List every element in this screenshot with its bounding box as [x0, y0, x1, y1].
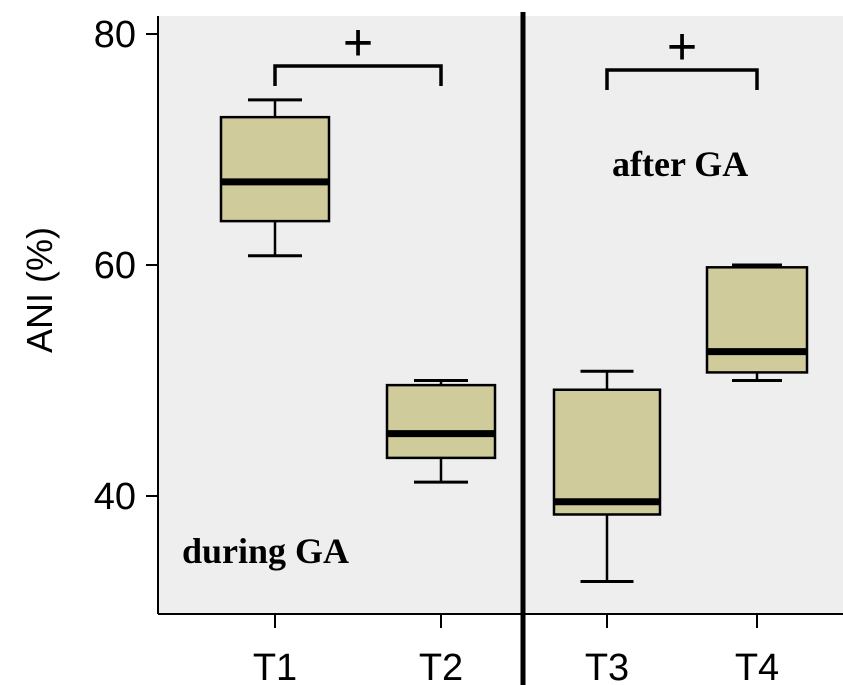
group-label-after: after GA	[612, 144, 748, 184]
box-t3	[552, 369, 662, 583]
bracket-line-0	[273, 64, 443, 86]
box-iqr-t3	[552, 388, 662, 516]
box-iqr-t4	[705, 266, 809, 374]
x-tick-label-t3: T3	[585, 647, 629, 685]
y-axis-label: ANI (%)	[19, 227, 60, 353]
y-tick-label-40: 40	[94, 476, 136, 518]
y-tick-label-60: 60	[94, 245, 136, 287]
y-tick-label-80: 80	[94, 14, 136, 56]
significance-layer: + +	[273, 14, 759, 90]
significance-bracket-t1-t2: +	[273, 14, 443, 86]
significance-marker-0: +	[343, 14, 373, 72]
box-t4	[705, 263, 809, 382]
significance-marker-1: +	[667, 18, 697, 76]
significance-bracket-t3-t4: +	[605, 18, 759, 90]
box-t2	[385, 379, 497, 484]
x-axis: T1 T2 T3 T4	[253, 614, 779, 685]
box-iqr-t1	[219, 115, 331, 223]
y-axis: 40 60 80	[94, 14, 158, 518]
group-label-during: during GA	[182, 531, 349, 571]
x-tick-label-t4: T4	[735, 647, 779, 685]
x-tick-label-t2: T2	[419, 647, 463, 685]
boxes-layer	[219, 98, 809, 583]
x-tick-label-t1: T1	[253, 647, 297, 685]
box-t1	[219, 98, 331, 258]
box-iqr-t2	[385, 383, 497, 460]
bracket-line-1	[605, 68, 759, 90]
